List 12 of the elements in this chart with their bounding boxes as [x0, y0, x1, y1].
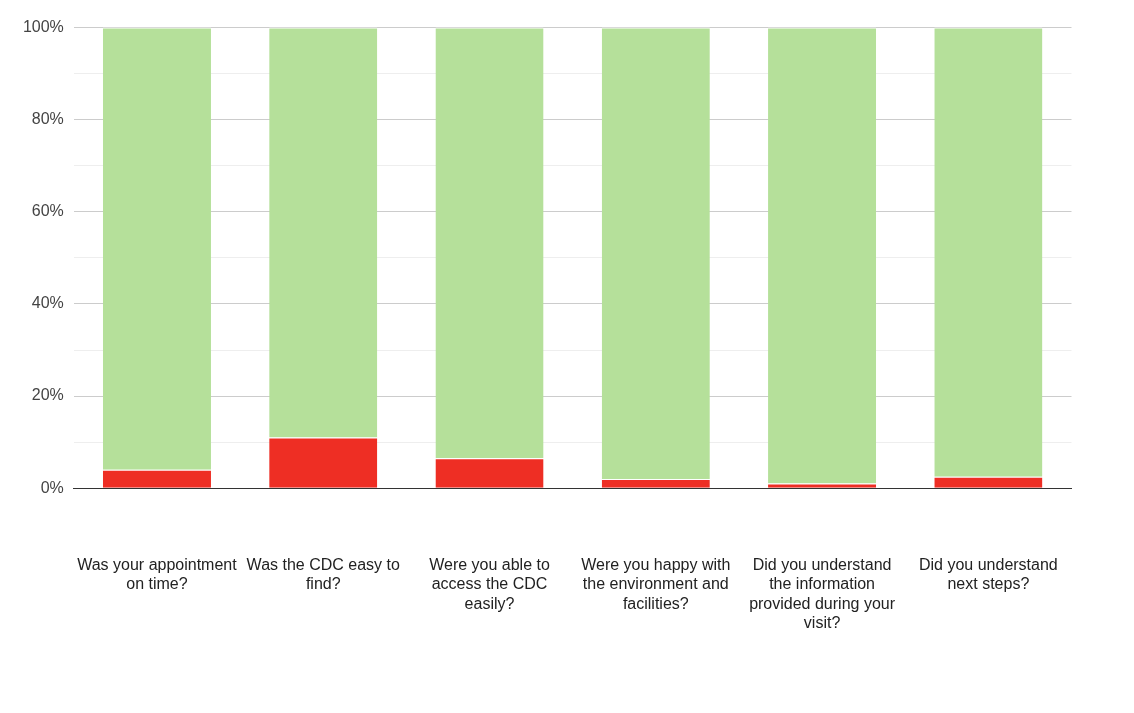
- x-tick-label: Were you happy with the environment and facilities?: [581, 556, 731, 612]
- y-tick-label: 60%: [31, 202, 64, 220]
- x-tick-label: Did you understand the information provided during your visit?: [749, 556, 896, 631]
- y-tick-label: 0%: [40, 478, 64, 496]
- x-tick-label: Was your appointment on time?: [77, 556, 238, 593]
- y-tick-label: 80%: [31, 110, 64, 128]
- x-tick-label: Did you understand next steps?: [918, 556, 1058, 593]
- y-tick-label: 100%: [22, 18, 64, 36]
- x-tick-label: Was the CDC easy to find?: [246, 556, 400, 593]
- x-tick-label: Were you able to access the CDC easily?: [429, 556, 550, 612]
- y-tick-label: 20%: [31, 386, 64, 404]
- y-tick-label: 40%: [31, 294, 64, 312]
